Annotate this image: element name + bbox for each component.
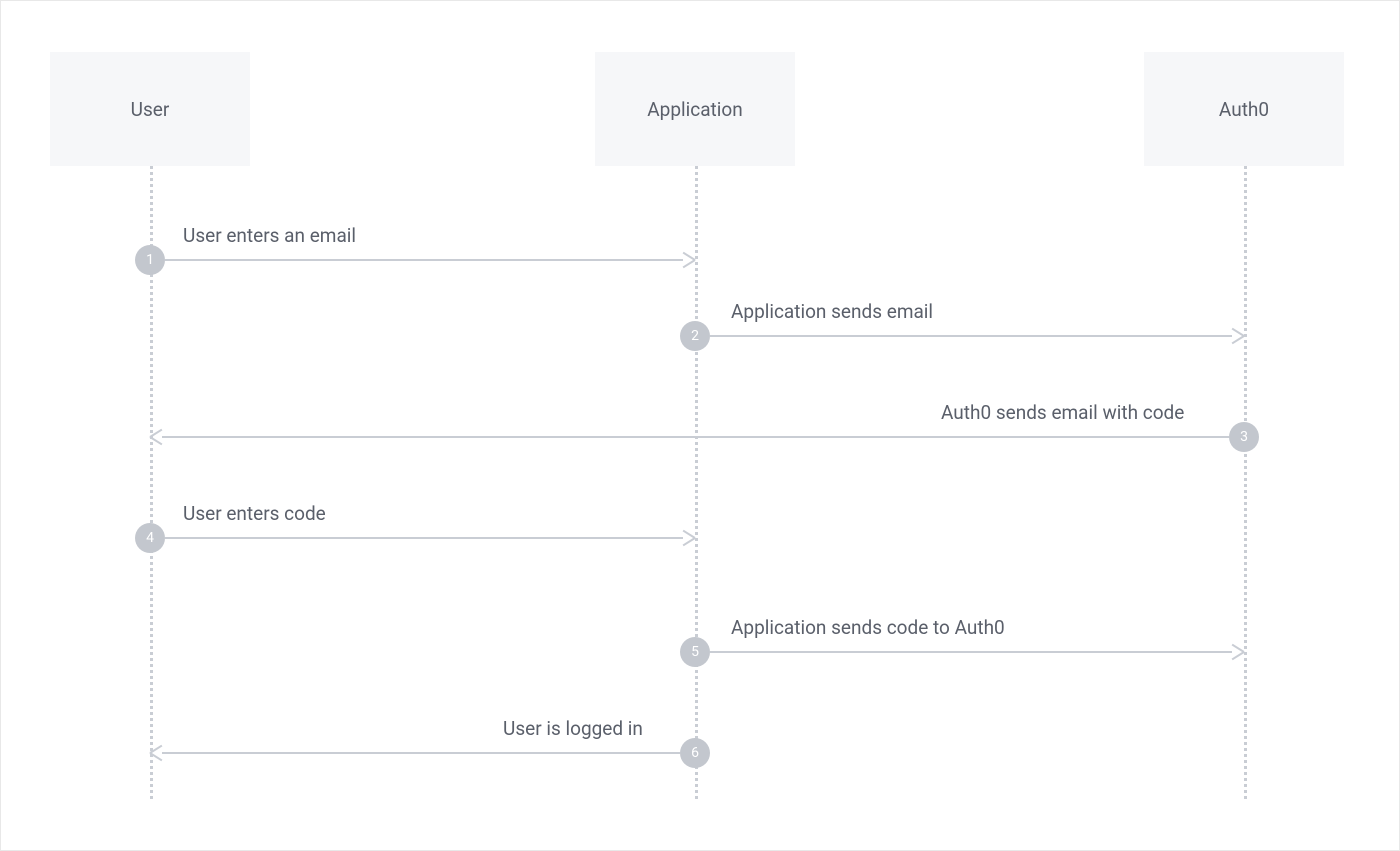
arrow-line-3 — [162, 436, 1229, 438]
arrow-line-2 — [710, 335, 1232, 337]
step-number-3: 3 — [1240, 429, 1248, 445]
step-label-2: Application sends email — [731, 300, 933, 323]
arrow-line-4 — [165, 537, 683, 539]
actor-label-application: Application — [647, 98, 742, 121]
step-badge-5: 5 — [680, 637, 710, 667]
step-label-1: User enters an email — [183, 224, 356, 247]
step-badge-2: 2 — [680, 321, 710, 351]
step-badge-4: 4 — [135, 523, 165, 553]
step-number-1: 1 — [146, 252, 154, 268]
step-number-5: 5 — [691, 644, 699, 660]
lifeline-application — [695, 166, 698, 799]
step-label-4: User enters code — [183, 502, 326, 525]
actor-label-user: User — [131, 98, 170, 121]
step-badge-1: 1 — [135, 245, 165, 275]
actor-box-application: Application — [595, 52, 795, 166]
step-label-6: User is logged in — [503, 717, 643, 740]
actor-box-auth0: Auth0 — [1144, 52, 1344, 166]
step-number-4: 4 — [146, 530, 154, 546]
arrow-line-5 — [710, 651, 1232, 653]
step-number-2: 2 — [691, 328, 699, 344]
step-label-5: Application sends code to Auth0 — [731, 616, 1005, 639]
step-badge-6: 6 — [680, 738, 710, 768]
step-label-3: Auth0 sends email with code — [941, 401, 1184, 424]
actor-label-auth0: Auth0 — [1219, 98, 1269, 121]
arrow-line-6 — [162, 752, 680, 754]
step-number-6: 6 — [691, 745, 699, 761]
lifeline-auth0 — [1244, 166, 1247, 799]
step-badge-3: 3 — [1229, 422, 1259, 452]
actor-box-user: User — [50, 52, 250, 166]
arrow-line-1 — [165, 259, 683, 261]
